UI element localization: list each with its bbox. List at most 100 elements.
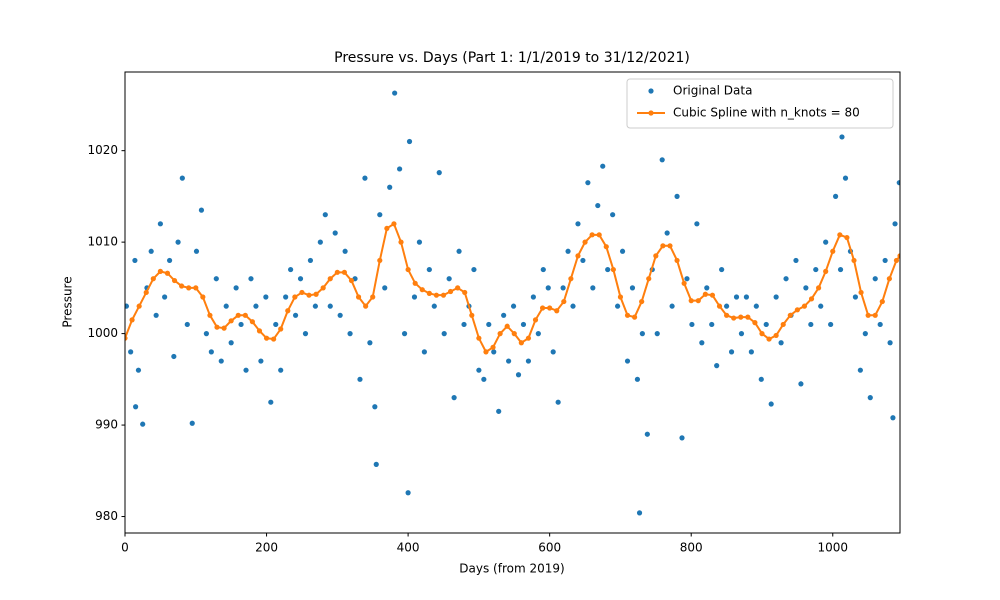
spline-marker	[688, 298, 694, 304]
data-point	[273, 321, 279, 328]
data-point	[659, 157, 665, 163]
spline-marker	[865, 312, 871, 318]
data-point	[714, 363, 720, 369]
spline-marker	[150, 276, 156, 282]
spline-marker	[525, 335, 532, 341]
data-point	[624, 358, 631, 364]
spline-marker	[738, 314, 744, 320]
data-point	[302, 330, 309, 337]
data-point	[436, 170, 442, 176]
data-point	[218, 358, 224, 364]
y-tick-label: 980	[95, 509, 118, 523]
data-point	[530, 294, 536, 300]
data-point	[153, 312, 159, 318]
spline-marker	[858, 289, 864, 296]
data-point	[704, 285, 710, 291]
data-point	[575, 221, 581, 227]
data-point	[322, 212, 328, 218]
data-point	[823, 239, 829, 245]
spline-marker	[228, 318, 234, 324]
x-tick-label: 800	[680, 541, 703, 555]
data-point	[223, 303, 229, 309]
spline-marker	[667, 243, 673, 249]
data-point	[128, 349, 134, 355]
data-point	[580, 257, 586, 264]
spline-marker	[617, 294, 624, 300]
data-point	[520, 321, 527, 328]
data-point	[362, 175, 368, 181]
data-point	[401, 330, 408, 337]
data-point	[342, 248, 348, 254]
data-point	[233, 285, 239, 291]
data-point	[377, 212, 383, 218]
data-point	[709, 321, 715, 328]
data-point	[451, 395, 457, 401]
spline-marker	[299, 289, 305, 296]
spline-marker	[320, 285, 326, 291]
data-point	[585, 180, 591, 186]
data-point	[347, 330, 353, 337]
spline-marker	[363, 303, 369, 309]
data-point	[783, 276, 789, 282]
y-tick-label: 1000	[87, 326, 118, 340]
spline-marker	[539, 305, 546, 311]
y-tick-label: 1020	[87, 143, 118, 157]
data-point	[171, 353, 177, 360]
spline-marker	[263, 335, 270, 341]
data-point	[397, 166, 403, 172]
spline-marker	[745, 314, 751, 320]
data-point	[890, 415, 896, 421]
plot-frame	[124, 71, 901, 534]
plot-area	[125, 90, 900, 516]
spline-marker	[575, 253, 581, 259]
spline-marker	[455, 285, 461, 291]
data-point	[446, 276, 452, 282]
spline-marker	[879, 298, 885, 305]
spline-marker	[752, 320, 758, 326]
data-point	[431, 303, 437, 309]
spline-marker	[709, 292, 716, 298]
spline-marker	[816, 285, 822, 291]
data-point	[166, 257, 173, 264]
data-point	[148, 248, 154, 254]
data-point	[540, 266, 546, 273]
spline-marker	[773, 332, 779, 339]
data-point	[778, 340, 784, 346]
data-point	[406, 138, 413, 145]
spline-marker	[271, 336, 277, 342]
spline-marker	[787, 312, 793, 318]
spline-marker	[823, 268, 829, 275]
data-point	[288, 266, 294, 273]
data-point	[228, 340, 234, 346]
data-point	[872, 276, 878, 282]
data-point	[506, 358, 512, 364]
data-point	[852, 294, 859, 300]
data-point	[515, 372, 522, 378]
spline-marker	[483, 349, 489, 355]
spline-marker	[554, 308, 560, 314]
data-point	[867, 395, 873, 401]
spline-marker	[292, 294, 298, 300]
spline-marker	[278, 326, 284, 332]
spline-marker	[532, 317, 539, 323]
data-point	[535, 330, 541, 337]
spline-marker	[872, 312, 878, 318]
spline-marker	[653, 253, 659, 259]
spline-marker	[235, 312, 241, 318]
data-point	[629, 285, 636, 291]
spline-marker	[547, 305, 553, 311]
data-point	[135, 367, 142, 373]
x-tick-label: 1000	[817, 541, 848, 555]
spline-marker	[207, 312, 213, 318]
data-point	[125, 303, 130, 309]
spline-marker	[794, 307, 800, 313]
legend-marker	[648, 110, 654, 116]
data-point	[832, 193, 839, 199]
data-point	[684, 276, 690, 282]
spline-marker	[596, 232, 602, 238]
data-point	[719, 266, 725, 273]
data-point	[162, 294, 168, 300]
data-point	[184, 321, 190, 328]
data-point	[501, 312, 507, 318]
